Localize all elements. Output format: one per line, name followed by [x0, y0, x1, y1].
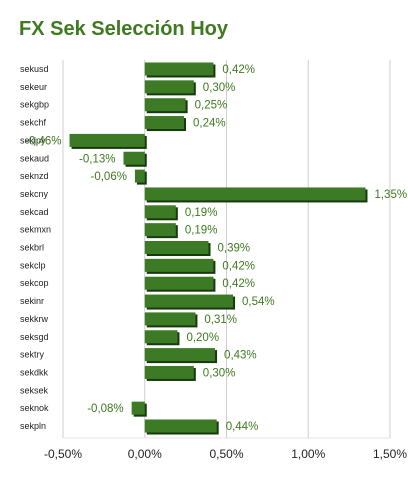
data-label: 0,25% [195, 100, 228, 112]
category-label: sekcny [20, 189, 49, 199]
bar [144, 348, 216, 362]
data-label: 1,35% [374, 189, 407, 201]
category-label: sekkrw [20, 314, 49, 324]
bar [144, 98, 186, 112]
category-label: sekpln [20, 421, 46, 431]
data-label: -0,13% [79, 153, 115, 165]
category-label: sekusd [20, 64, 49, 74]
category-label: sekcop [20, 278, 49, 288]
data-label: 0,54% [242, 296, 275, 308]
category-label: sekbrl [20, 243, 44, 253]
data-label: -0,06% [91, 171, 127, 183]
bar [144, 330, 178, 344]
bar [144, 241, 209, 254]
data-label: -0,46% [25, 135, 61, 147]
bar [144, 294, 234, 308]
data-label: 0,19% [185, 225, 218, 237]
data-label: 0,24% [193, 118, 226, 130]
category-label: seksek [20, 385, 49, 395]
bar [144, 80, 194, 94]
x-tick-label: 0,50% [209, 447, 243, 461]
category-label: sekinr [20, 296, 44, 306]
x-tick-label: 1,50% [373, 447, 407, 461]
x-tick-label: 1,00% [291, 447, 325, 461]
data-label: 0,20% [186, 332, 219, 344]
bar [144, 258, 214, 272]
bar [123, 151, 145, 165]
bar [144, 116, 184, 130]
data-label: 0,42% [222, 278, 255, 290]
data-label: 0,31% [204, 314, 237, 326]
category-label: sektry [20, 350, 45, 360]
data-label: 0,44% [226, 421, 259, 433]
category-label: sekgbp [20, 100, 49, 110]
bar [144, 187, 366, 201]
data-label: 0,42% [222, 64, 255, 76]
bar [144, 276, 214, 290]
labels: -0,50% 0,00% 0,50% 1,00% 1,50% sekusd 0,42% sek… [20, 64, 407, 461]
bar [69, 133, 145, 147]
category-label: seknzd [20, 171, 49, 181]
category-label: sekdkk [20, 367, 49, 377]
bar [144, 312, 196, 326]
category-label: sekcad [20, 207, 49, 217]
category-label: sekeur [20, 82, 47, 92]
category-label: sekmxn [20, 225, 51, 235]
category-label: sekchf [20, 118, 47, 128]
x-tick-label: 0,00% [128, 447, 162, 461]
chart-title: FX Sek Selección Hoy [19, 18, 228, 40]
category-label: seknok [20, 403, 49, 413]
category-label: seksgd [20, 332, 49, 342]
data-label: 0,43% [224, 350, 257, 362]
bar [134, 169, 145, 183]
data-label: 0,30% [203, 367, 236, 379]
bar [144, 419, 217, 433]
bar [144, 365, 194, 379]
data-label: 0,42% [222, 260, 255, 272]
category-label: sekjpy [20, 135, 46, 145]
bars [69, 62, 368, 435]
category-label: sekclp [20, 260, 46, 270]
bar [144, 62, 214, 76]
data-label: 0,30% [203, 82, 236, 94]
x-tick-label: -0,50% [44, 447, 82, 461]
category-label: sekaud [20, 153, 49, 163]
bar [144, 205, 176, 219]
bar [131, 401, 145, 415]
data-label: 0,19% [185, 207, 218, 219]
bar [144, 223, 176, 237]
data-label: -0,08% [87, 403, 123, 415]
data-label: 0,39% [218, 243, 251, 255]
